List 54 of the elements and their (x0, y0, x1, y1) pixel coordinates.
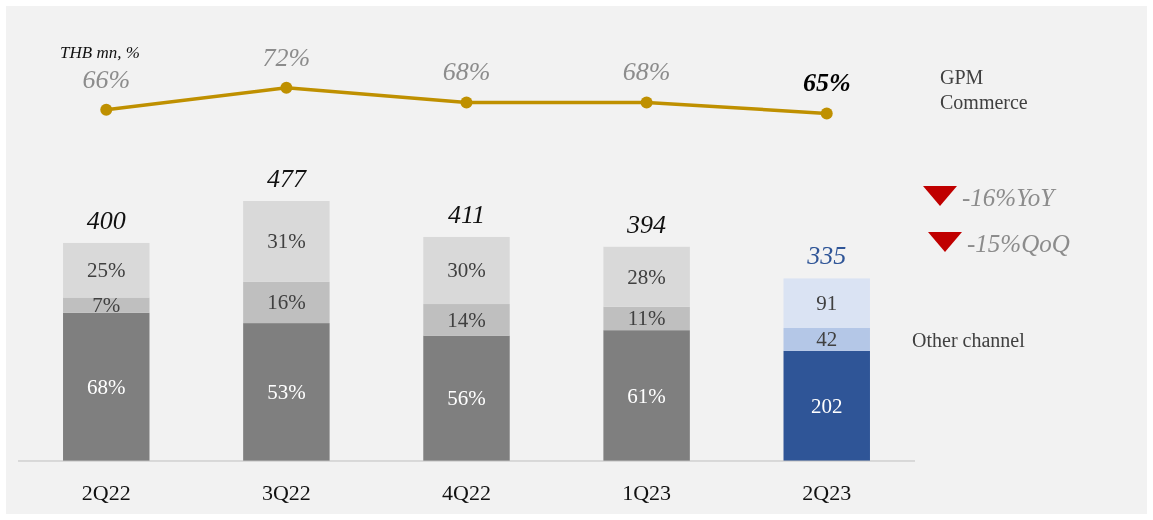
bar (783, 328, 870, 351)
point (640, 96, 653, 109)
point (460, 96, 473, 109)
annotation: 14% (447, 307, 486, 332)
bar (783, 278, 870, 328)
text: THB mn, % (60, 43, 140, 62)
bar (423, 236, 510, 305)
bar (63, 242, 150, 298)
annotation: 31% (267, 229, 306, 254)
bar (603, 330, 690, 461)
bar (423, 304, 510, 336)
text: -16%YoY (962, 184, 1058, 211)
data-label: 72% (262, 42, 311, 72)
annotation: 11% (627, 306, 666, 331)
data-label: 91 (816, 291, 838, 316)
annotation: 16% (267, 290, 306, 315)
x-tick-label: 3Q22 (261, 480, 311, 505)
data-label: 68% (442, 57, 491, 87)
data-label: 65% (802, 68, 851, 98)
total-label: 394 (626, 209, 667, 239)
x-tick-label: 2Q22 (81, 480, 131, 505)
text: Other channel (912, 329, 1026, 352)
bar (243, 281, 330, 324)
bar (243, 323, 330, 461)
point (820, 107, 833, 120)
bar (63, 312, 150, 461)
annotation: 53% (267, 380, 306, 405)
annotation: 7% (92, 293, 121, 318)
bar (783, 350, 870, 461)
total-label: 477 (266, 164, 307, 193)
annotation: 61% (627, 383, 666, 408)
text: GPM Commerce (940, 66, 1028, 113)
annotation: 68% (87, 374, 126, 399)
data-label: 66% (82, 64, 131, 94)
x-tick-label: 1Q23 (622, 480, 672, 505)
data-label: 202 (810, 393, 843, 418)
annotation: 30% (447, 258, 486, 283)
data-label: 42 (816, 327, 838, 352)
bar (423, 335, 510, 461)
bar (603, 246, 690, 307)
x-tick-label: 4Q22 (442, 480, 491, 505)
annotation: 56% (447, 386, 486, 411)
total-label: 411 (447, 199, 486, 229)
data-label: 68% (622, 57, 671, 87)
annotation: 25% (87, 258, 126, 283)
text: -15%QoQ (967, 230, 1070, 257)
x-tick-label: 2Q23 (802, 480, 852, 505)
annotation: 28% (627, 264, 666, 289)
total-label: 335 (806, 241, 847, 271)
point (100, 103, 113, 116)
bar (63, 297, 150, 313)
point (280, 81, 293, 94)
bar (243, 201, 330, 282)
total-label: 400 (86, 205, 126, 235)
